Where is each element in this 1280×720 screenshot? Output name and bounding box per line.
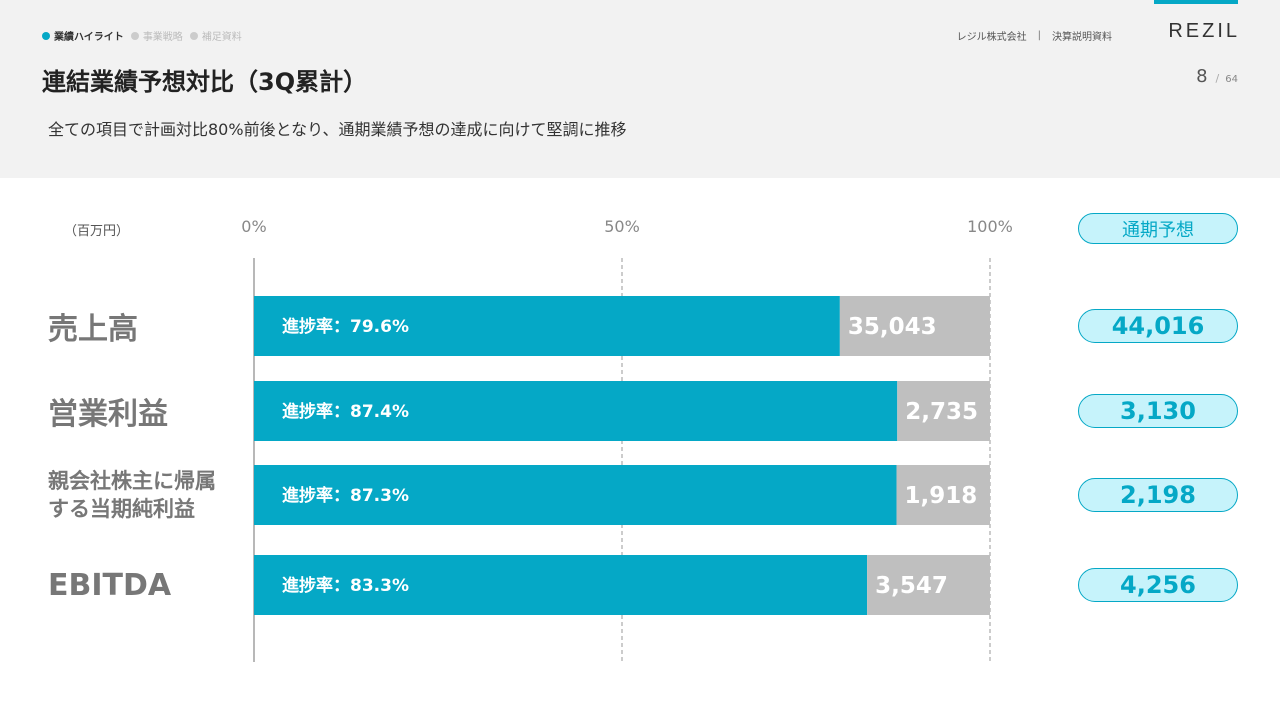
breadcrumb-item-strategy[interactable]: 事業戦略 (130, 28, 183, 43)
page-separator: / (1215, 72, 1220, 85)
category-label: 親会社株主に帰属 する当期純利益 (48, 467, 216, 523)
category-label-line: する当期純利益 (48, 497, 195, 521)
forecast-value-pill: 3,130 (1078, 394, 1238, 428)
unit-label: （百万円） (64, 224, 130, 239)
document-name: 決算説明資料 (1052, 32, 1112, 43)
dot-icon (42, 31, 50, 40)
company-logo: REZIL (1168, 20, 1240, 42)
breadcrumb-item-appendix[interactable]: 補足資料 (189, 28, 242, 43)
dot-icon (189, 31, 198, 40)
page-subtitle: 全ての項目で計画対比80%前後となり、通期業績予想の達成に向けて堅調に推移 (48, 120, 627, 139)
category-label-line: EBITDA (48, 567, 172, 603)
breadcrumb-label: 事業戦略 (142, 32, 183, 43)
x-tick-label: 50% (604, 217, 640, 236)
progress-rate-label: 進捗率：87.3% (282, 485, 409, 506)
actual-value-label: 35,043 (848, 314, 937, 340)
x-tick-label: 100% (967, 217, 1013, 236)
category-label-line: 売上高 (48, 312, 138, 347)
progress-bar (254, 296, 840, 356)
breadcrumb-label: 補足資料 (201, 32, 242, 43)
breadcrumb-label: 業績ハイライト (54, 32, 124, 43)
forecast-value-pill: 44,016 (1078, 309, 1238, 343)
page-current: 8 (1196, 66, 1208, 87)
category-label: 売上高 (48, 304, 138, 348)
separator: | (1037, 30, 1041, 41)
progress-bar (254, 465, 897, 525)
actual-value-label: 3,547 (875, 573, 948, 599)
remaining-bar (839, 296, 990, 356)
remaining-bar (896, 465, 990, 525)
progress-rate-label: 進捗率：79.6% (282, 316, 409, 337)
category-label-line: 親会社株主に帰属 (48, 469, 216, 493)
category-label-line: 営業利益 (48, 397, 168, 432)
forecast-value-pill: 2,198 (1078, 478, 1238, 512)
progress-bar (254, 555, 868, 615)
forecast-value-pill: 4,256 (1078, 568, 1238, 602)
top-accent-bar (1154, 0, 1238, 4)
x-tick-label: 0% (241, 217, 267, 236)
actual-value-label: 2,735 (905, 399, 978, 425)
remaining-bar (867, 555, 990, 615)
page-total: 64 (1225, 74, 1238, 85)
page-title: 連結業績予想対比（3Q累計） (42, 68, 368, 96)
progress-rate-label: 進捗率：87.4% (282, 401, 409, 422)
progress-bar (254, 381, 898, 441)
company-info: レジル株式会社 | 決算説明資料 (957, 28, 1112, 43)
category-label: EBITDA (48, 568, 171, 603)
remaining-bar (897, 381, 990, 441)
breadcrumb: 業績ハイライト 事業戦略 補足資料 (42, 28, 249, 43)
header-band (0, 0, 1280, 178)
actual-value-label: 1,918 (905, 483, 978, 509)
progress-rate-label: 進捗率：83.3% (282, 575, 409, 596)
company-name: レジル株式会社 (956, 32, 1027, 43)
dot-icon (130, 31, 139, 40)
breadcrumb-item-highlight[interactable]: 業績ハイライト (42, 28, 124, 43)
page-number: 8 / 64 (1196, 66, 1238, 87)
forecast-header: 通期予想 (1078, 213, 1238, 244)
category-label: 営業利益 (48, 389, 168, 433)
